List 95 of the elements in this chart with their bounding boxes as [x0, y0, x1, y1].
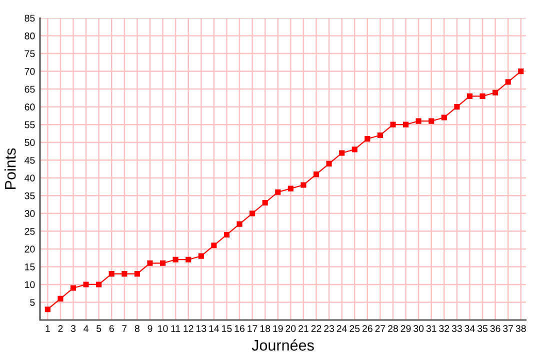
point — [83, 282, 89, 288]
point — [96, 282, 102, 288]
point — [428, 118, 434, 124]
point — [58, 296, 64, 302]
y-tick-label: 45 — [24, 156, 35, 164]
x-tick-label: 38 — [516, 325, 526, 332]
point — [134, 271, 140, 277]
point — [198, 253, 204, 259]
x-tick-label: 37 — [503, 325, 514, 332]
point — [505, 79, 511, 85]
point — [352, 146, 358, 152]
y-tick-label: 15 — [25, 264, 35, 270]
point — [339, 150, 345, 156]
x-tick-label: 15 — [222, 325, 232, 332]
point — [224, 232, 230, 238]
x-tick-label: 23 — [324, 325, 334, 332]
x-tick-label: 19 — [273, 325, 283, 332]
x-tick-label: 29 — [400, 325, 411, 332]
x-tick-label: 20 — [286, 325, 296, 332]
point — [454, 104, 460, 110]
point — [236, 221, 242, 227]
point — [377, 132, 383, 138]
x-tick-label: 16 — [234, 325, 244, 332]
x-tick-label: 21 — [298, 325, 308, 332]
point — [300, 182, 306, 188]
point — [108, 271, 114, 277]
y-tick-label: 60 — [24, 104, 35, 110]
point — [147, 260, 153, 266]
y-tick-label: 25 — [24, 228, 35, 235]
point — [518, 68, 524, 74]
point — [364, 136, 370, 142]
x-tick-label: 35 — [477, 325, 488, 332]
y-axis-title: Points — [4, 148, 16, 189]
x-tick-label: 36 — [490, 325, 500, 332]
point — [44, 306, 50, 312]
x-tick-label: 12 — [184, 325, 194, 332]
x-tick-label: 31 — [426, 325, 436, 332]
x-tick-label: 6 — [109, 325, 114, 332]
y-tick-label: 35 — [24, 192, 35, 200]
x-tick-label: 13 — [196, 325, 206, 332]
x-tick-label: 11 — [171, 325, 180, 332]
x-tick-label: 5 — [96, 325, 102, 332]
x-tick-label: 33 — [452, 325, 462, 332]
y-tick-label: 5 — [30, 299, 35, 306]
point — [313, 172, 320, 178]
x-axis-title: Journées — [252, 339, 314, 351]
x-tick-label: 25 — [350, 325, 360, 332]
y-tick-label: 30 — [24, 210, 35, 218]
y-tick-label: 85 — [24, 14, 35, 22]
y-tick-label: 10 — [25, 281, 35, 288]
point — [122, 271, 128, 277]
x-tick-label: 9 — [148, 325, 152, 332]
x-tick-label: 32 — [439, 325, 450, 332]
y-tick-label: 50 — [24, 139, 35, 146]
x-tick-label: 3 — [70, 325, 76, 332]
point — [441, 114, 447, 120]
x-tick-label: 17 — [248, 325, 258, 332]
y-tick-label: 80 — [24, 32, 35, 40]
x-tick-label: 7 — [122, 325, 127, 332]
x-tick-label: 10 — [158, 325, 168, 332]
x-tick-label: 4 — [84, 325, 88, 332]
x-tick-label: 8 — [134, 325, 140, 332]
point — [160, 260, 166, 266]
point — [403, 122, 409, 128]
y-tick-label: 70 — [24, 68, 35, 75]
point — [275, 189, 281, 195]
point — [262, 200, 268, 206]
point — [172, 256, 178, 262]
x-tick-label: 34 — [464, 325, 475, 332]
x-tick-label: 26 — [362, 325, 372, 332]
point — [416, 118, 422, 124]
y-tick-label: 20 — [24, 246, 35, 253]
x-tick-label: 1 — [46, 325, 50, 332]
x-tick-label: 14 — [209, 325, 220, 332]
y-tick-label: 75 — [24, 50, 35, 58]
point — [70, 285, 76, 291]
point — [480, 93, 486, 99]
point — [326, 160, 332, 166]
x-tick-label: 30 — [414, 325, 424, 332]
x-tick-label: 22 — [311, 325, 322, 332]
y-tick-label: 40 — [24, 174, 35, 182]
point — [250, 210, 256, 216]
x-tick-label: 18 — [260, 325, 270, 332]
point — [211, 242, 217, 248]
x-tick-label: 27 — [375, 325, 386, 332]
y-tick-label: 55 — [24, 121, 35, 128]
x-tick-label: 24 — [336, 325, 347, 332]
point — [390, 122, 396, 128]
point — [288, 186, 294, 192]
x-tick-label: 28 — [388, 325, 398, 332]
x-tick-label: 2 — [58, 325, 63, 332]
point — [492, 90, 498, 96]
point — [466, 93, 473, 99]
y-tick-label: 65 — [24, 86, 35, 93]
point — [186, 256, 192, 262]
